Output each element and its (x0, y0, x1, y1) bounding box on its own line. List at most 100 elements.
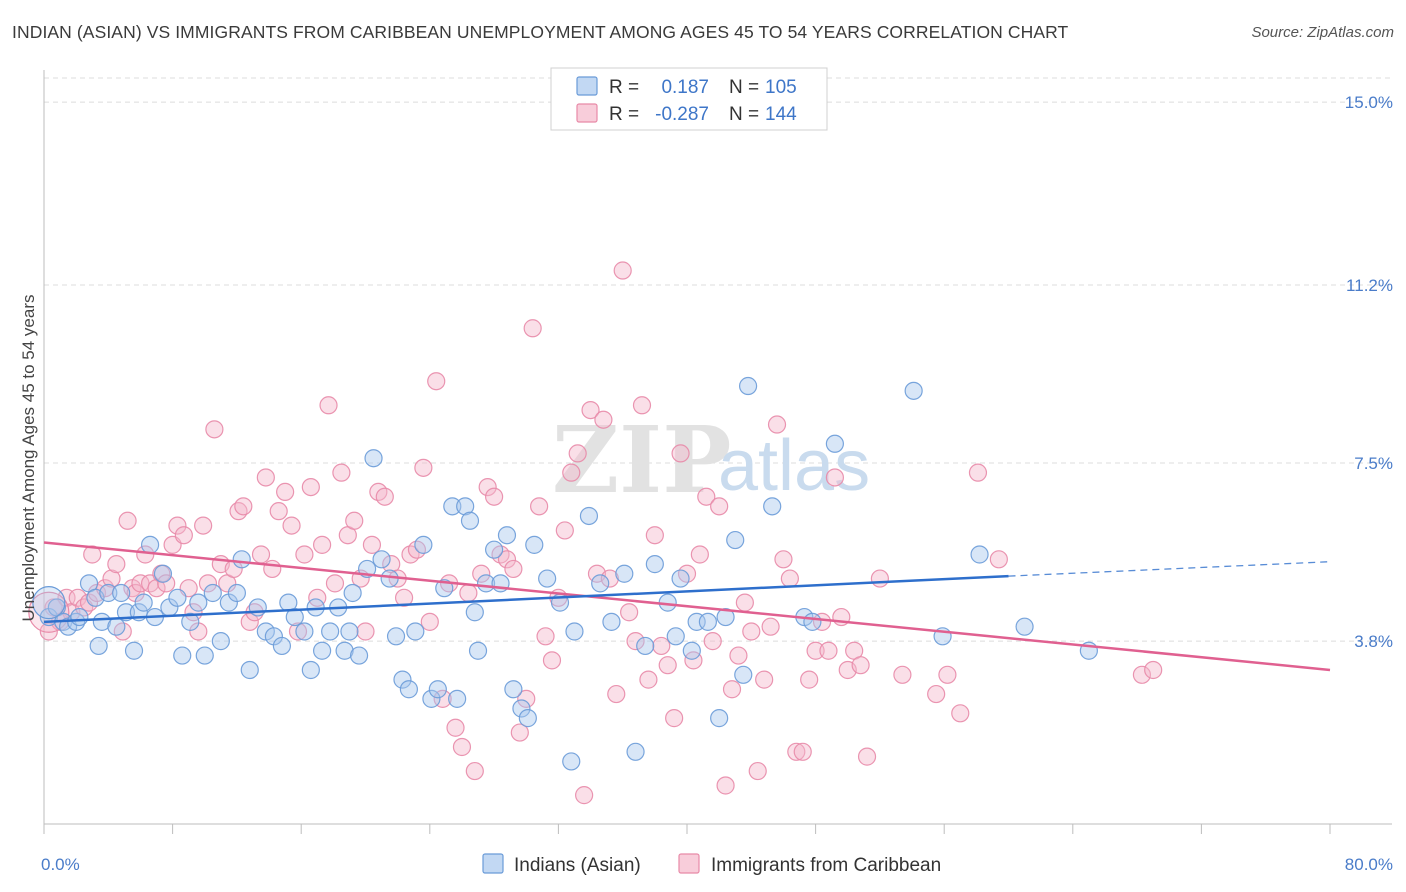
watermark-zip: ZIP (552, 406, 731, 514)
caribbean-point-114 (729, 646, 748, 665)
legend-r-label-blue: R = (609, 77, 639, 98)
caribbean-point-129 (825, 468, 844, 487)
indian-point-41 (312, 641, 332, 660)
source-credit: Source: ZipAtlas.com (1251, 24, 1394, 41)
indian-point-75 (579, 506, 599, 526)
y-axis-label: Unemployment Among Ages 45 to 54 years (19, 295, 38, 622)
indian-point-30 (232, 550, 251, 569)
indian-point-52 (393, 670, 412, 689)
caribbean-point-84 (536, 627, 555, 646)
indian-point-99 (970, 545, 989, 564)
caribbean-point-89 (568, 444, 587, 463)
indian-point-87 (698, 612, 717, 631)
indian-point-72 (538, 569, 557, 588)
caribbean-point-75 (478, 477, 497, 497)
x-tick-labels: 0.0% 80.0% (41, 855, 1393, 874)
caribbean-point-56 (356, 622, 375, 641)
indian-point-61 (456, 497, 475, 516)
caribbean-point-40 (256, 468, 275, 487)
indian-point-103 (465, 603, 484, 622)
caribbean-point-41 (263, 559, 282, 579)
caribbean-point-117 (748, 761, 767, 781)
indian-point-58 (435, 579, 454, 598)
caribbean-point-76 (485, 487, 504, 506)
caribbean-point-134 (857, 747, 877, 766)
caribbean-point-50 (319, 396, 338, 415)
indian-point-57 (428, 680, 447, 699)
legend: R = 0.187 N = 105 R = -0.287 N = 144 (550, 67, 828, 131)
caribbean-point-67 (427, 372, 446, 391)
indian-point-38 (295, 622, 314, 641)
caribbean-point-24 (168, 516, 187, 535)
indian-point-102 (565, 622, 584, 641)
caribbean-point-80 (510, 723, 529, 742)
indian-point-54 (406, 622, 425, 641)
indian-point-8 (89, 636, 108, 656)
caribbean-point-85 (542, 651, 562, 670)
indian-point-32 (248, 598, 267, 617)
caribbean-point-31 (205, 420, 224, 439)
caribbean-point-66 (420, 612, 439, 631)
caribbean-point-108 (690, 545, 709, 564)
y-tick-labels: 3.8% 7.5% 11.2% 15.0% (1345, 93, 1393, 651)
indian-point-81 (645, 555, 664, 574)
bottom-legend-swatch-pink (678, 853, 700, 874)
caribbean-point-119 (761, 617, 780, 636)
caribbean-point-25 (174, 526, 193, 545)
indian-point-17 (140, 535, 160, 554)
indian-point-67 (497, 526, 517, 545)
bottom-legend: Indians (Asian) Immigrants from Caribbea… (482, 853, 941, 876)
indian-point-23 (181, 612, 200, 631)
indian-point-96 (825, 434, 844, 453)
caribbean-point-5 (68, 588, 87, 607)
caribbean-point-100 (639, 670, 658, 689)
caribbean-point-57 (362, 535, 382, 554)
watermark: ZIP atlas (552, 406, 870, 514)
indian-point-59 (443, 497, 462, 516)
indian-point-51 (386, 627, 406, 646)
caribbean-point-46 (295, 545, 314, 564)
y-tick-label-0: 3.8% (1354, 632, 1393, 651)
caribbean-point-54 (345, 511, 364, 530)
legend-swatch-blue (576, 76, 598, 96)
indian-point-68 (504, 680, 523, 699)
indian-point-37 (285, 607, 304, 627)
y-tick-label-3: 15.0% (1345, 93, 1393, 112)
caribbean-point-73 (465, 761, 484, 781)
caribbean-point-14 (118, 511, 137, 530)
indian-point-29 (227, 583, 246, 603)
indian-point-22 (173, 646, 192, 665)
caribbean-point-88 (562, 463, 581, 482)
indian-point-71 (525, 535, 544, 554)
caribbean-point-81 (517, 689, 536, 708)
indian-point-25 (195, 646, 214, 665)
indian-point-85 (682, 641, 701, 660)
legend-r-label-pink: R = (609, 104, 639, 125)
caribbean-point-36 (234, 497, 253, 516)
caribbean-point-78 (497, 550, 517, 569)
caribbean-point-83 (530, 497, 549, 516)
x-tick-label-1: 80.0% (1345, 855, 1393, 874)
caribbean-point-79 (504, 559, 523, 579)
caribbean-point-137 (927, 684, 946, 704)
indian-point-60 (448, 689, 467, 708)
caribbean-point-122 (780, 569, 799, 588)
caribbean-point-96 (613, 261, 632, 280)
caribbean-point-59 (375, 487, 394, 506)
caribbean-point-118 (755, 670, 774, 689)
caribbean-point-138 (938, 665, 957, 684)
indian-point-31 (240, 660, 259, 680)
indian-point-91 (734, 665, 753, 684)
caribbean-point-140 (968, 463, 988, 482)
indian-point-42 (321, 622, 340, 641)
indian-point-76 (591, 574, 610, 593)
indian-point-92 (738, 376, 758, 396)
indian-point-5 (70, 607, 89, 627)
caribbean-point-51 (325, 574, 345, 593)
indian-trend-extension (1008, 561, 1331, 577)
indian-point-104 (340, 622, 359, 641)
caribbean-point-105 (671, 444, 690, 463)
indian-point-97 (904, 381, 923, 400)
caribbean-point-121 (774, 550, 793, 569)
indian-point-24 (189, 593, 208, 612)
